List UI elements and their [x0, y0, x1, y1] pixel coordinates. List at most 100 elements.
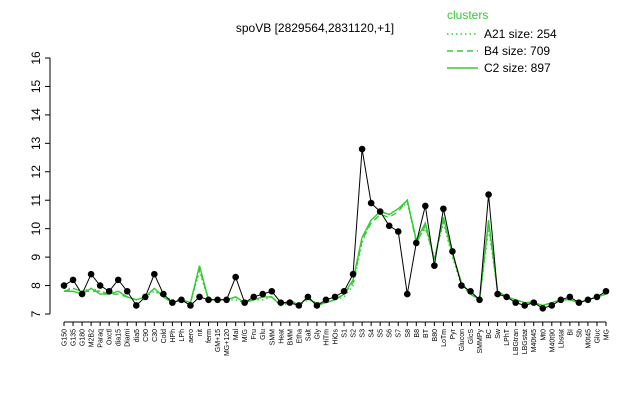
x-tick-label: S6	[387, 329, 394, 338]
data-point	[160, 290, 167, 298]
x-tick-label: M2B2	[89, 329, 96, 347]
x-tick-label: BT	[423, 328, 430, 338]
data-point	[169, 299, 176, 306]
cluster-line	[64, 198, 607, 307]
x-tick-label: C90	[143, 329, 150, 342]
x-tick-label: HPh	[170, 329, 177, 343]
x-tick-label: dia15	[116, 329, 123, 346]
x-tick-label: GM+15	[215, 329, 222, 352]
data-point	[476, 296, 483, 304]
data-point	[331, 293, 339, 301]
data-point	[322, 296, 330, 304]
data-point	[422, 202, 429, 210]
data-point	[60, 282, 68, 289]
x-tick-label: BI	[567, 329, 574, 336]
x-tick-label: MG+120	[224, 329, 231, 356]
x-tick-label: Fru	[251, 329, 258, 340]
data-point	[358, 145, 366, 153]
data-point	[87, 270, 95, 278]
x-tick-label: aero	[188, 329, 195, 343]
data-point	[304, 293, 312, 301]
legend-label: B4 size: 709	[484, 44, 550, 58]
data-point	[232, 273, 239, 281]
data-point	[440, 205, 447, 213]
x-tick-label: Etha	[296, 329, 303, 344]
data-point	[367, 199, 375, 207]
data-point	[575, 299, 583, 306]
data-point	[394, 228, 402, 235]
x-tick-label: B80	[432, 329, 439, 342]
data-point	[205, 296, 212, 304]
data-point	[69, 276, 77, 284]
data-point	[530, 299, 538, 306]
data-point	[557, 296, 565, 304]
x-tick-label: Cold	[161, 329, 168, 344]
data-point	[250, 293, 257, 301]
x-tick-label: Sb	[576, 329, 583, 338]
data-point	[105, 287, 113, 295]
data-point	[78, 290, 86, 298]
data-point	[385, 222, 393, 230]
x-tick-label: Oxctl	[107, 329, 114, 345]
data-point	[114, 276, 122, 284]
x-tick-label: Pyr	[450, 328, 457, 339]
x-tick-label: S2	[351, 329, 358, 338]
x-tick-label: HiOs	[333, 329, 340, 345]
data-point	[602, 287, 610, 295]
data-point	[295, 302, 303, 309]
x-tick-label: C30	[152, 329, 159, 342]
x-tick-label: LPh	[179, 329, 186, 342]
x-tick-label: M40t45	[531, 329, 538, 352]
data-point	[467, 287, 474, 295]
data-point	[566, 293, 574, 301]
y-tick-label: 15	[29, 79, 43, 93]
x-tick-label: M40t90	[549, 329, 556, 352]
legend-label: A21 size: 254	[484, 27, 557, 41]
x-tick-label: S7	[396, 329, 403, 338]
x-tick-label: Paraq	[98, 329, 105, 348]
x-tick-label: dia5	[134, 329, 141, 342]
data-point	[503, 293, 510, 301]
chart-title: spoVB [2829564,2831120,+1]	[236, 21, 394, 35]
data-point	[485, 191, 492, 198]
x-tick-label: BMM	[287, 329, 294, 346]
data-point	[584, 296, 592, 304]
x-tick-label: Lbstat	[558, 329, 565, 348]
data-point	[376, 208, 384, 215]
x-tick-label: nit	[197, 329, 204, 336]
data-point	[340, 287, 348, 295]
data-point	[548, 302, 556, 309]
x-tick-label: Mal	[233, 329, 240, 341]
x-tick-label: Mt0	[540, 329, 547, 341]
data-point	[142, 293, 149, 301]
legend-title: clusters	[447, 8, 488, 22]
data-point	[268, 287, 276, 295]
x-tick-label: S8	[405, 329, 412, 338]
x-tick-label: LBGstat	[522, 329, 529, 354]
x-tick-label: Salt	[305, 329, 312, 341]
data-line	[63, 148, 607, 309]
data-point	[413, 239, 420, 247]
y-tick-label: 8	[29, 282, 43, 289]
x-tick-label: M0t45	[585, 329, 592, 349]
x-tick-label: Sw	[495, 328, 502, 339]
cluster-line	[63, 198, 607, 307]
data-point	[241, 299, 248, 306]
data-point	[277, 299, 285, 306]
x-tick-label: ferm	[206, 329, 213, 343]
data-point	[259, 290, 267, 298]
cluster-line	[64, 201, 607, 307]
y-tick-label: 12	[29, 165, 43, 179]
data-point	[539, 305, 547, 312]
x-tick-label: Glucon	[459, 329, 466, 351]
x-tick-label: HiTm	[323, 329, 330, 346]
y-tick-label: 9	[29, 253, 43, 260]
data-point	[521, 302, 528, 309]
x-tick-label: LPhT	[504, 328, 511, 345]
data-point	[431, 262, 438, 269]
x-tick-label: B8	[414, 329, 421, 338]
data-point	[286, 299, 294, 306]
x-tick-label: G150	[62, 329, 69, 346]
x-tick-label: S4	[369, 329, 376, 338]
